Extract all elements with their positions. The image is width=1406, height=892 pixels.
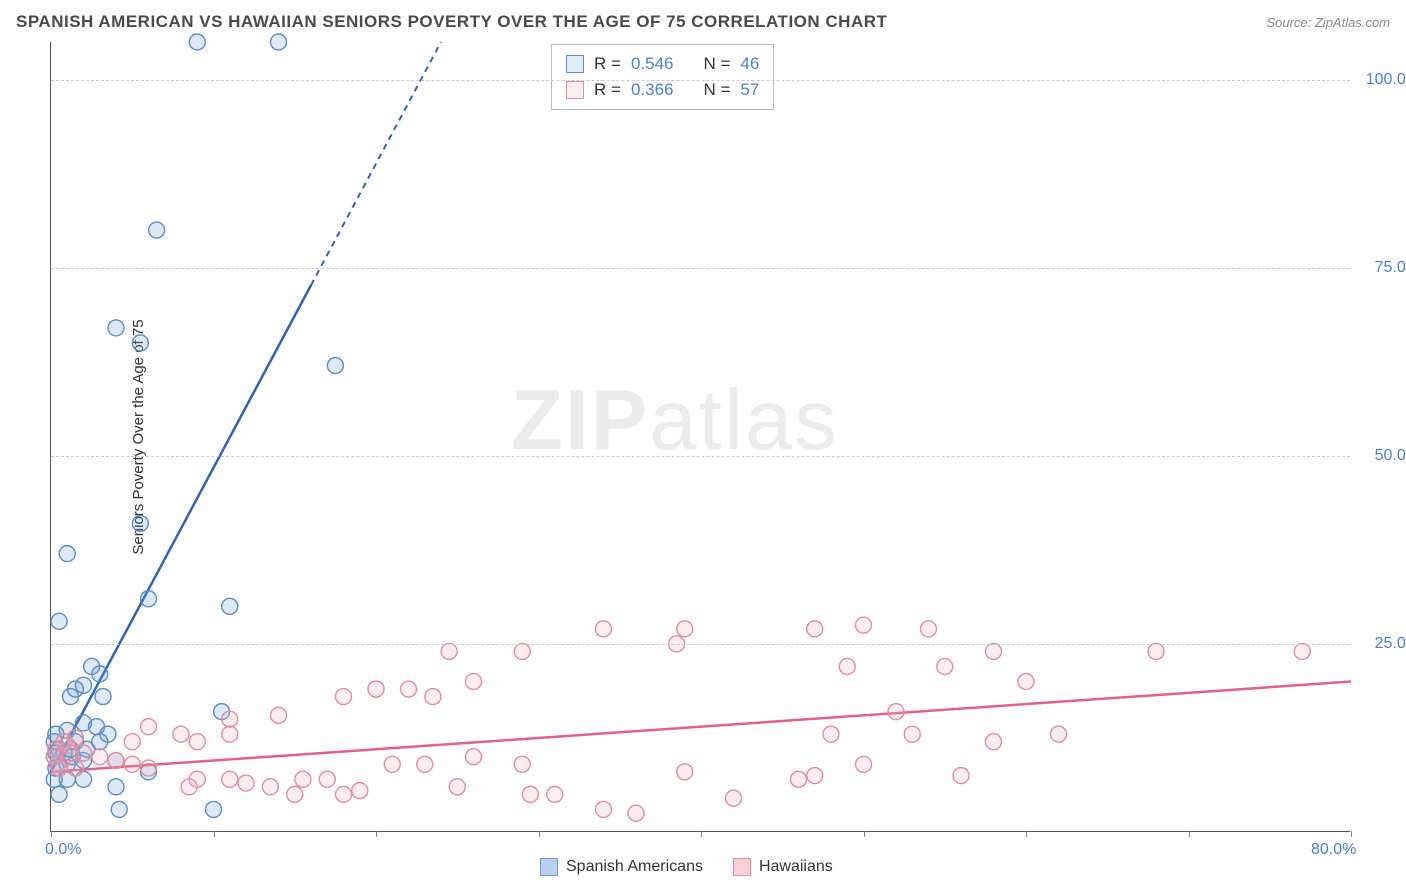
gridline	[51, 80, 1350, 81]
x-tick	[1351, 831, 1352, 837]
x-tick	[1189, 831, 1190, 837]
source-attribution: Source: ZipAtlas.com	[1266, 15, 1390, 30]
legend-label: Hawaiians	[759, 858, 833, 876]
gridline	[51, 644, 1350, 645]
stats-legend: R = 0.546 N = 46 R = 0.366 N = 57	[551, 44, 774, 110]
x-tick	[701, 831, 702, 837]
legend-swatch	[733, 858, 751, 876]
stat-n-value: 57	[740, 80, 759, 100]
stats-legend-row: R = 0.366 N = 57	[566, 77, 759, 103]
x-tick-label: 80.0%	[1311, 841, 1356, 859]
x-tick	[1026, 831, 1027, 837]
series-legend: Spanish Americans Hawaiians	[540, 858, 833, 876]
x-tick-label: 0.0%	[45, 841, 81, 859]
legend-swatch	[566, 81, 584, 99]
stat-r-label: R =	[594, 54, 621, 74]
x-tick	[539, 831, 540, 837]
stats-legend-row: R = 0.546 N = 46	[566, 51, 759, 77]
gridline	[51, 456, 1350, 457]
plot-area: Seniors Poverty Over the Age of 75 ZIPat…	[50, 42, 1350, 832]
x-tick	[214, 831, 215, 837]
stat-r-label: R =	[594, 80, 621, 100]
y-tick-label: 75.0%	[1360, 259, 1406, 277]
stat-r-value: 0.546	[631, 54, 674, 74]
legend-label: Spanish Americans	[566, 858, 703, 876]
y-tick-label: 100.0%	[1360, 71, 1406, 89]
x-tick	[864, 831, 865, 837]
stat-n-label: N =	[703, 54, 730, 74]
chart-title: SPANISH AMERICAN VS HAWAIIAN SENIORS POV…	[16, 12, 887, 32]
gridline	[51, 268, 1350, 269]
y-tick-label: 25.0%	[1360, 635, 1406, 653]
x-tick	[376, 831, 377, 837]
legend-swatch	[566, 55, 584, 73]
chart-svg	[51, 42, 1350, 831]
stat-r-value: 0.366	[631, 80, 674, 100]
legend-item: Spanish Americans	[540, 858, 703, 876]
stat-n-value: 46	[740, 54, 759, 74]
x-tick	[51, 831, 52, 837]
stat-n-label: N =	[703, 80, 730, 100]
y-tick-label: 50.0%	[1360, 447, 1406, 465]
legend-item: Hawaiians	[733, 858, 833, 876]
legend-swatch	[540, 858, 558, 876]
